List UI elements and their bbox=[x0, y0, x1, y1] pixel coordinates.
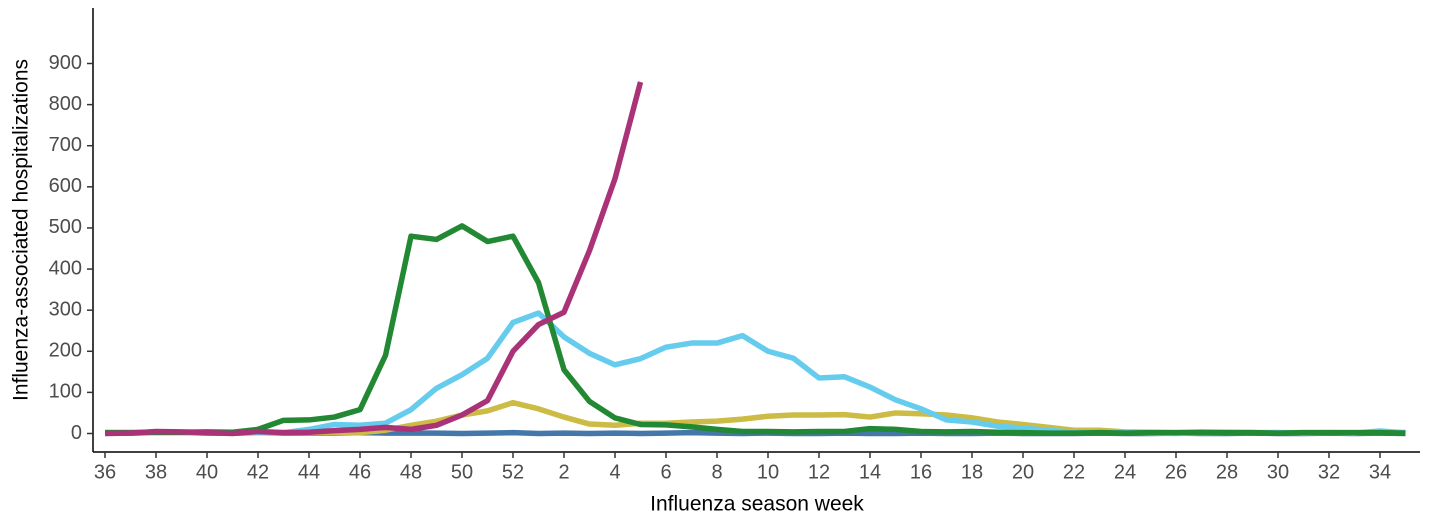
x-tick-label: 42 bbox=[247, 461, 269, 483]
series-line bbox=[104, 81, 644, 437]
x-tick-label: 44 bbox=[298, 461, 320, 483]
y-tick-label: 100 bbox=[49, 381, 82, 403]
x-tick-label: 20 bbox=[1012, 461, 1034, 483]
x-tick-label: 52 bbox=[502, 461, 524, 483]
y-tick-label: 300 bbox=[49, 298, 82, 320]
x-tick-label: 8 bbox=[711, 461, 722, 483]
x-tick-label: 6 bbox=[660, 461, 671, 483]
x-tick-label: 40 bbox=[196, 461, 218, 483]
x-tick-label: 24 bbox=[1114, 461, 1136, 483]
x-axis-label: Influenza season week bbox=[650, 493, 864, 516]
x-tick-label: 32 bbox=[1318, 461, 1340, 483]
x-tick-label: 36 bbox=[94, 461, 116, 483]
series-line bbox=[105, 223, 1406, 436]
y-axis-label: Influenza-associated hospitalizations bbox=[10, 59, 33, 401]
y-tick-label: 500 bbox=[49, 216, 82, 238]
x-tick-label: 48 bbox=[400, 461, 422, 483]
x-tick-label: 34 bbox=[1369, 461, 1391, 483]
x-tick-label: 18 bbox=[961, 461, 983, 483]
y-tick-label: 800 bbox=[49, 93, 82, 115]
x-tick-label: 4 bbox=[609, 461, 620, 483]
x-tick-label: 28 bbox=[1216, 461, 1238, 483]
x-tick-label: 50 bbox=[451, 461, 473, 483]
x-tick-label: 46 bbox=[349, 461, 371, 483]
y-tick-label: 700 bbox=[49, 134, 82, 156]
y-tick-label: 600 bbox=[49, 175, 82, 197]
x-tick-label: 12 bbox=[808, 461, 830, 483]
y-tick-label: 900 bbox=[49, 52, 82, 74]
x-tick-label: 14 bbox=[859, 461, 881, 483]
y-tick-label: 0 bbox=[71, 422, 82, 444]
x-tick-label: 30 bbox=[1267, 461, 1289, 483]
x-tick-label: 2 bbox=[558, 461, 569, 483]
x-tick-label: 38 bbox=[145, 461, 167, 483]
x-tick-label: 22 bbox=[1063, 461, 1085, 483]
x-tick-label: 16 bbox=[910, 461, 932, 483]
x-tick-label: 26 bbox=[1165, 461, 1187, 483]
x-tick-label: 10 bbox=[757, 461, 779, 483]
y-tick-label: 200 bbox=[49, 340, 82, 362]
y-tick-label: 400 bbox=[49, 257, 82, 279]
